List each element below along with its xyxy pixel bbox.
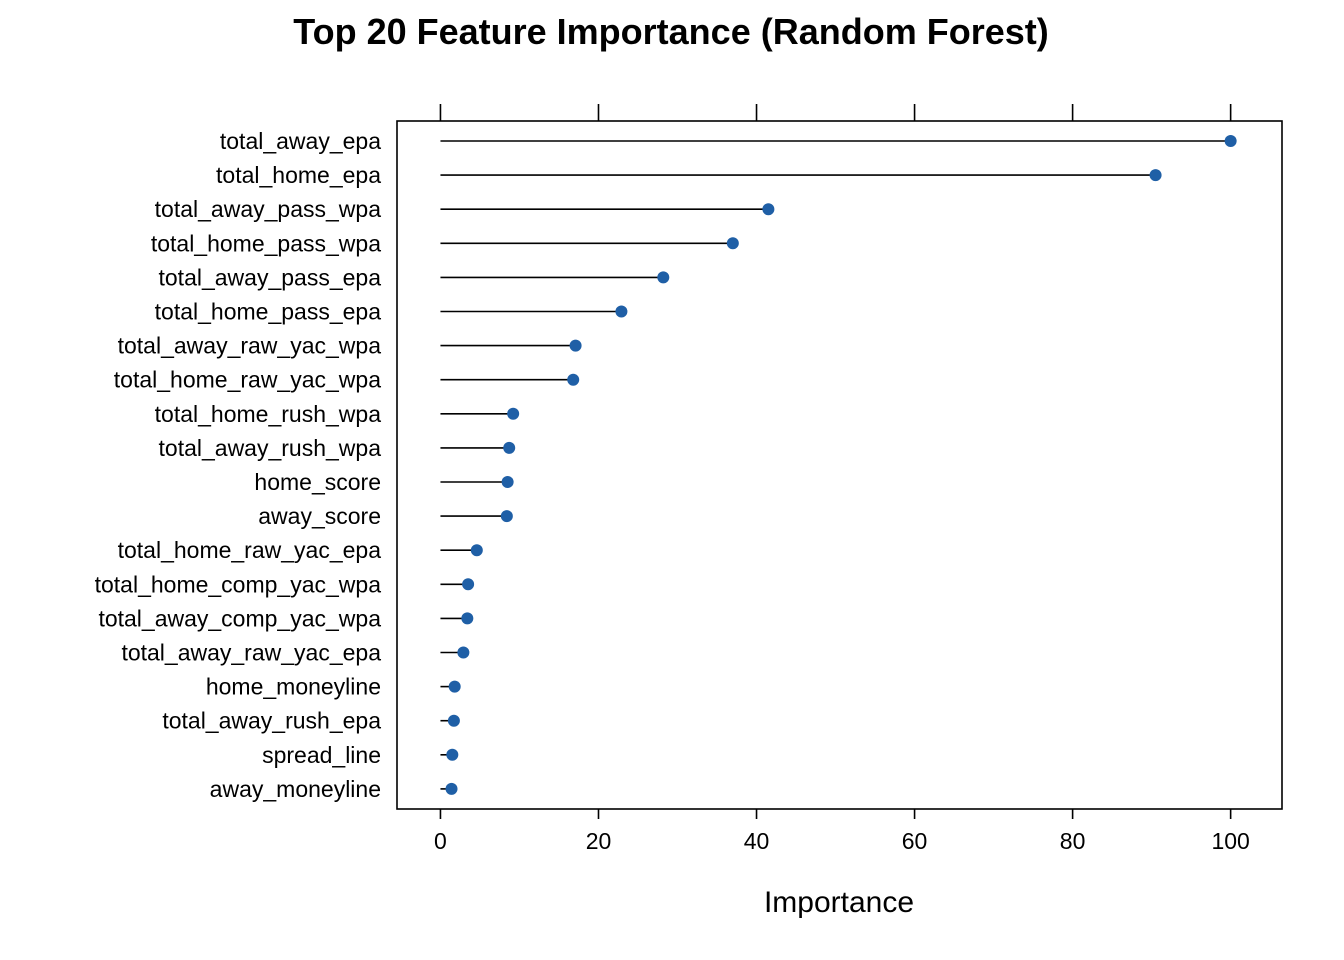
data-point [569, 339, 582, 352]
data-point [446, 748, 459, 761]
data-point [762, 203, 775, 216]
plot-frame [396, 120, 1283, 810]
data-point [726, 237, 739, 250]
data-marks [440, 135, 1237, 795]
data-point [615, 305, 628, 318]
x-axis-label: Importance [764, 886, 914, 919]
x-axis-top [439, 104, 1232, 121]
category-label: total_home_comp_yac_wpa [95, 571, 382, 597]
data-point [501, 476, 514, 488]
x-tick-label: 60 [902, 828, 928, 854]
data-point [567, 373, 580, 386]
category-label: away_score [258, 503, 381, 529]
category-label: total_away_raw_yac_wpa [118, 333, 382, 359]
data-point [448, 680, 461, 693]
x-tick-label: 100 [1211, 828, 1249, 854]
category-label: total_away_epa [220, 128, 381, 154]
data-point [447, 714, 460, 727]
data-point [470, 544, 483, 557]
category-label: home_moneyline [206, 674, 381, 700]
category-label: home_score [254, 469, 381, 495]
x-axis-bottom: 0 20 40 60 80 100 [434, 809, 1250, 854]
category-label: total_away_pass_wpa [155, 196, 382, 222]
data-point [657, 271, 670, 284]
data-point [500, 510, 513, 523]
x-tick-label: 0 [434, 828, 447, 854]
category-label: total_home_rush_wpa [155, 401, 382, 427]
data-point [1149, 169, 1162, 182]
category-label: total_home_pass_wpa [151, 230, 381, 256]
category-label: away_moneyline [210, 776, 381, 802]
category-label: total_home_raw_yac_wpa [114, 367, 381, 393]
x-tick-label: 40 [744, 828, 770, 854]
data-point [457, 646, 470, 659]
data-point [503, 441, 516, 454]
category-label: total_away_raw_yac_epa [121, 640, 381, 666]
category-label: total_away_rush_epa [162, 708, 381, 734]
category-labels: total_away_epa total_home_epa total_away_p… [95, 128, 382, 802]
data-point [461, 612, 474, 625]
category-label: total_away_comp_yac_wpa [98, 605, 381, 631]
category-label: total_away_pass_epa [159, 264, 382, 290]
category-label: total_away_rush_wpa [159, 435, 382, 461]
category-label: spread_line [262, 742, 381, 768]
category-label: total_home_pass_epa [155, 299, 382, 325]
x-tick-label: 80 [1060, 828, 1086, 854]
data-point [1224, 135, 1237, 147]
category-label: total_home_epa [216, 162, 381, 188]
category-label: total_home_raw_yac_epa [118, 537, 382, 563]
chart-title: Top 20 Feature Importance (Random Forest… [293, 11, 1048, 52]
data-point [507, 407, 520, 420]
data-point [462, 578, 475, 591]
x-tick-label: 20 [586, 828, 612, 854]
data-point [445, 782, 458, 795]
